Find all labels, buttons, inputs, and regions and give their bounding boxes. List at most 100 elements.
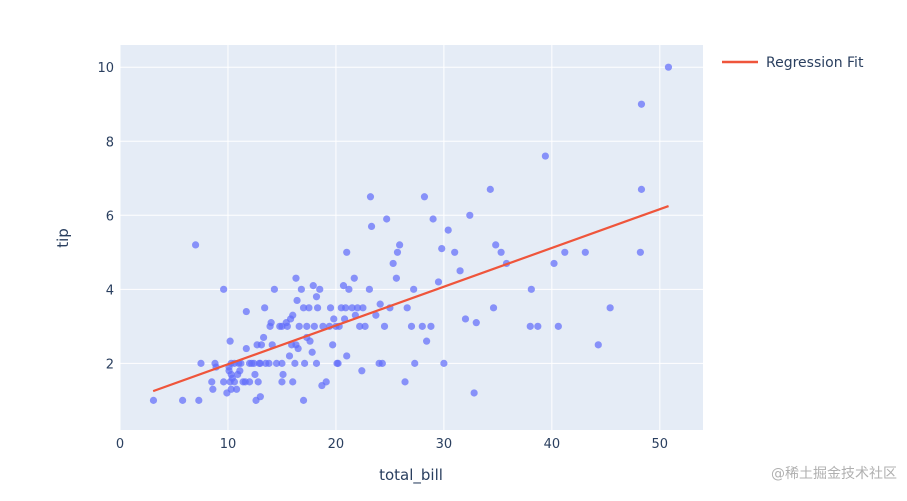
scatter-point <box>418 322 426 330</box>
scatter-point <box>434 278 443 286</box>
scatter-point <box>456 267 464 275</box>
scatter-point <box>295 322 303 330</box>
scatter-point <box>294 344 302 353</box>
scatter-point <box>554 322 562 330</box>
scatter-point <box>278 359 286 367</box>
scatter-point <box>664 63 673 71</box>
scatter-point <box>303 322 311 330</box>
scatter-point <box>236 367 244 375</box>
scatter-point <box>305 304 313 312</box>
scatter-point <box>466 211 474 219</box>
scatter-point <box>245 378 254 386</box>
scatter-point <box>220 378 228 386</box>
x-axis-title: total_bill <box>379 466 443 485</box>
scatter-point <box>209 385 217 393</box>
scatter-point <box>313 304 322 312</box>
grid-lines <box>119 45 703 430</box>
scatter-point <box>149 396 158 404</box>
scatter-point <box>310 322 318 330</box>
scatter-point <box>410 285 418 293</box>
scatter-point <box>636 248 644 256</box>
scatter-point <box>326 304 335 312</box>
scatter-point <box>291 359 299 367</box>
scatter-point <box>289 311 297 319</box>
y-tick-label: 6 <box>106 209 114 224</box>
x-tick-label: 40 <box>544 437 561 452</box>
scatter-point <box>299 396 308 404</box>
scatter-point <box>489 304 498 312</box>
scatter-point <box>293 296 301 305</box>
scatter-point <box>420 193 429 201</box>
scatter-points <box>149 63 673 404</box>
scatter-point <box>242 307 250 316</box>
scatter-point <box>356 322 364 330</box>
scatter-point <box>330 315 338 323</box>
scatter-point <box>429 215 437 223</box>
x-tick-label: 30 <box>436 437 453 452</box>
scatter-point <box>438 245 446 253</box>
scatter-point <box>367 222 376 230</box>
scatter-point <box>191 241 200 249</box>
scatter-point <box>257 341 266 349</box>
scatter-point <box>283 322 291 330</box>
scatter-point <box>637 185 646 193</box>
scatter-point <box>365 285 373 293</box>
scatter-point <box>359 304 367 312</box>
scatter-point <box>541 152 549 160</box>
scatter-point <box>254 378 262 386</box>
scatter-point <box>312 359 321 367</box>
scatter-point <box>353 304 362 312</box>
scatter-point <box>526 322 534 330</box>
scatter-point <box>358 367 366 375</box>
x-tick-label: 10 <box>220 437 237 452</box>
scatter-point <box>561 248 569 256</box>
scatter-point <box>289 378 297 386</box>
scatter-point <box>179 396 187 404</box>
scatter-point <box>350 274 358 282</box>
scatter-point <box>378 359 386 367</box>
legend-label: Regression Fit <box>766 55 864 71</box>
scatter-point <box>366 193 375 201</box>
scatter-point <box>461 315 470 323</box>
scatter-point <box>237 359 245 367</box>
legend[interactable]: Regression Fit <box>722 55 864 71</box>
scatter-point <box>279 370 287 379</box>
scatter-point <box>308 348 316 356</box>
y-tick-label: 2 <box>106 357 114 372</box>
scatter-point <box>343 352 351 360</box>
scatter-point <box>195 396 203 404</box>
scatter-point <box>401 378 409 386</box>
scatter-point <box>383 215 391 223</box>
scatter-point <box>306 337 314 345</box>
scatter-point <box>372 311 380 319</box>
watermark: @稀土掘金技术社区 <box>771 466 897 482</box>
scatter-point <box>376 300 384 308</box>
scatter-point <box>497 248 505 256</box>
regression-line <box>152 204 669 393</box>
scatter-point <box>197 359 205 367</box>
scatter-point <box>226 337 234 345</box>
scatter-point <box>285 352 294 360</box>
scatter-point <box>322 378 330 386</box>
y-tick-labels: 2 4 6 8 10 <box>97 61 114 372</box>
scatter-point <box>527 285 535 293</box>
x-tick-label: 50 <box>652 437 669 452</box>
y-axis-title: tip <box>54 228 72 248</box>
y-tick-label: 8 <box>106 135 114 150</box>
scatter-point <box>278 378 286 386</box>
scatter-point <box>534 322 542 330</box>
scatter-point <box>299 304 308 312</box>
scatter-point <box>486 185 494 193</box>
scatter-point <box>256 393 264 401</box>
scatter-point <box>251 370 259 379</box>
scatter-point <box>208 378 216 386</box>
scatter-point <box>361 322 369 330</box>
scatter-point <box>339 282 348 290</box>
scatter-point <box>265 359 273 367</box>
scatter-point <box>411 359 419 367</box>
scatter-point <box>301 359 309 367</box>
regression-line-path <box>152 204 669 393</box>
scatter-point <box>472 319 480 327</box>
scatter-point <box>444 226 452 234</box>
